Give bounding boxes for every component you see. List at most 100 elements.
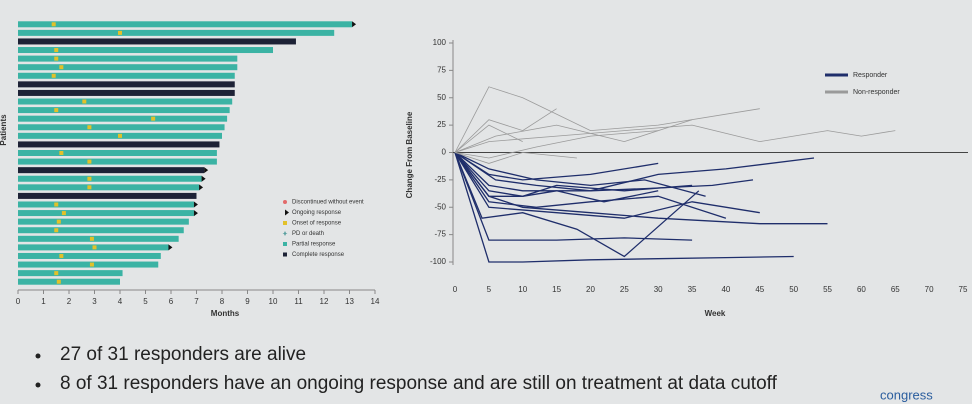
x-axis-label: Week: [705, 309, 726, 318]
x-tick-label: 1: [41, 297, 46, 306]
bar: [18, 81, 235, 88]
marker: [59, 253, 64, 258]
y-tick-label: -50: [434, 202, 446, 211]
line: [454, 152, 700, 258]
x-tick-label: 5: [487, 285, 492, 294]
bar: [18, 72, 235, 79]
marker: [54, 228, 59, 233]
bar: [18, 38, 296, 45]
marker: [118, 30, 122, 35]
x-tick-label: 3: [92, 297, 97, 306]
line: [454, 124, 896, 153]
line: [454, 152, 727, 219]
line: [454, 86, 760, 153]
marker: [168, 244, 173, 251]
marker: [199, 184, 204, 191]
y-axis-label: Change From Baseline: [405, 111, 414, 198]
marker: [352, 21, 357, 28]
footer-logo: congress: [880, 387, 933, 402]
line: [454, 108, 557, 153]
marker: [59, 65, 64, 70]
x-tick-label: 50: [789, 285, 798, 294]
y-tick-label: -25: [434, 175, 446, 184]
legend-label: Discontinued without event: [292, 200, 364, 206]
bar: [18, 167, 205, 174]
x-tick-label: 45: [755, 285, 764, 294]
x-tick-label: 25: [620, 285, 629, 294]
x-tick-label: 0: [453, 285, 458, 294]
y-tick-label: -75: [434, 230, 446, 239]
marker: [283, 221, 287, 225]
marker: [54, 202, 59, 207]
legend-label: Onset of response: [292, 221, 342, 227]
bar: [18, 261, 159, 268]
marker: [56, 279, 61, 284]
legend-label: Complete response: [292, 252, 345, 258]
bar: [18, 21, 353, 28]
legend-swatch: [283, 242, 287, 246]
marker: [54, 48, 59, 53]
marker: [92, 245, 97, 250]
marker: [56, 219, 61, 224]
bar: [18, 227, 184, 234]
x-tick-label: 10: [269, 297, 278, 306]
marker: [283, 200, 287, 204]
bar: [18, 47, 273, 54]
bar: [18, 124, 225, 131]
bar: [18, 270, 123, 277]
legend-label: Non-responder: [853, 89, 900, 96]
marker: [51, 73, 56, 78]
bar: [18, 29, 335, 36]
x-tick-label: 15: [552, 285, 561, 294]
bar: [18, 218, 189, 225]
line: [454, 152, 693, 197]
x-tick-label: 14: [371, 297, 380, 306]
bar: [18, 89, 235, 96]
marker: [282, 231, 288, 236]
bar: [18, 158, 217, 165]
marker: [87, 125, 92, 130]
x-tick-label: 6: [169, 297, 174, 306]
bar: [18, 150, 217, 156]
x-tick-label: 70: [925, 285, 934, 294]
x-tick-label: 9: [245, 297, 250, 306]
y-tick-label: 75: [437, 65, 446, 74]
line: [454, 152, 577, 164]
line: [454, 151, 706, 197]
x-tick-label: 40: [721, 285, 730, 294]
bullet-dot: [35, 353, 41, 359]
marker: [285, 209, 289, 216]
y-tick-label: 50: [437, 93, 446, 102]
bar: [18, 278, 120, 285]
marker: [151, 116, 156, 121]
legend-label: Ongoing response: [292, 210, 342, 216]
x-tick-label: 5: [143, 297, 148, 306]
marker: [87, 185, 92, 190]
x-tick-label: 65: [891, 285, 900, 294]
x-tick-label: 10: [518, 285, 527, 294]
y-tick-label: 0: [442, 148, 447, 157]
marker: [87, 159, 92, 164]
x-tick-label: 35: [688, 285, 697, 294]
line: [454, 151, 754, 192]
marker: [89, 236, 94, 241]
bullet: 27 of 31 responders are alive: [60, 344, 306, 365]
x-tick-label: 55: [823, 285, 832, 294]
x-tick-label: 75: [959, 285, 968, 294]
bar: [18, 184, 200, 191]
marker: [87, 176, 92, 181]
x-tick-label: 7: [194, 297, 199, 306]
marker: [89, 262, 94, 267]
legend-label: Responder: [853, 72, 888, 79]
marker: [61, 211, 66, 216]
line: [454, 151, 659, 181]
bar: [18, 141, 220, 148]
line: [454, 152, 760, 219]
x-tick-label: 0: [16, 297, 21, 306]
marker: [54, 56, 59, 61]
marker: [201, 175, 206, 182]
x-tick-label: 13: [345, 297, 354, 306]
x-axis-label: Months: [211, 309, 240, 318]
line: [454, 124, 523, 153]
